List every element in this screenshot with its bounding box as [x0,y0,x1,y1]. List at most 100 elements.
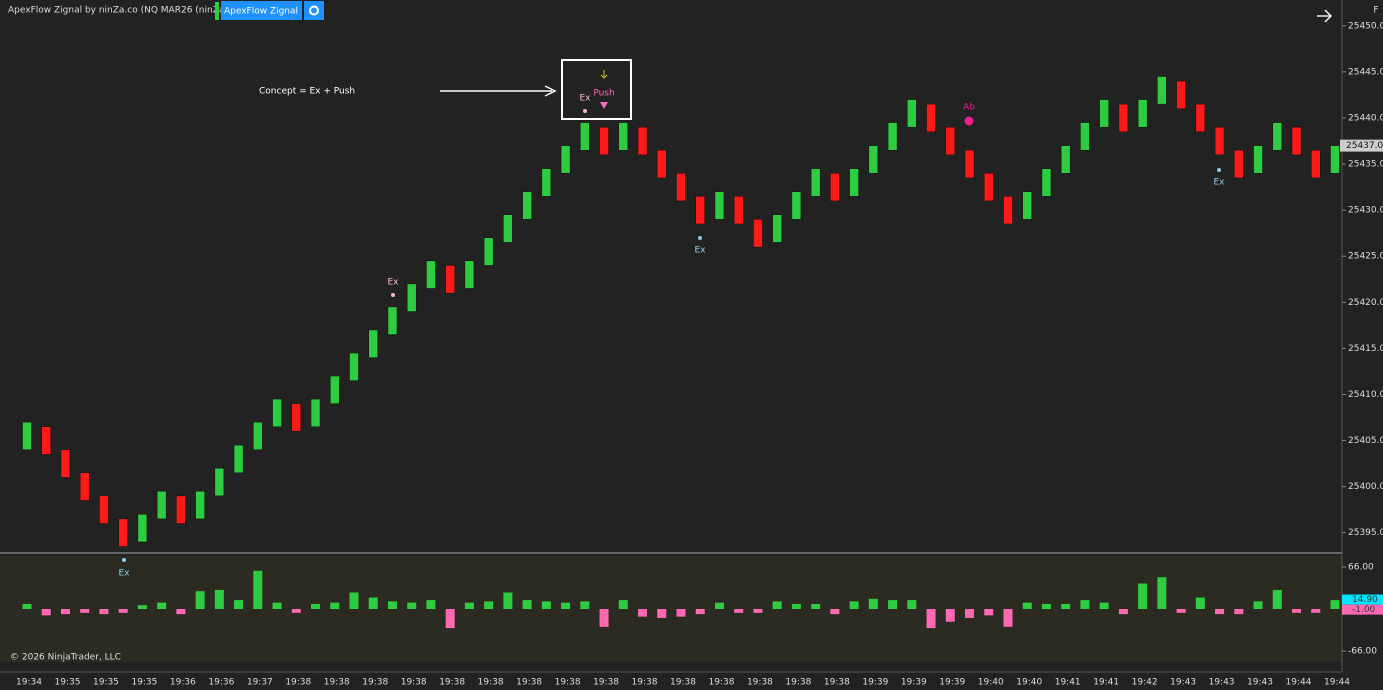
candle [41,426,51,455]
histogram-bar [580,601,590,609]
settings-icon[interactable] [309,5,319,16]
histogram-bar [387,601,397,609]
histogram-bar [311,603,321,609]
x-tick-label: 19:38 [324,678,350,688]
candle [349,352,359,381]
histogram-bar [176,609,186,615]
x-tick-label: 19:39 [901,678,927,688]
x-tick-label: 19:36 [170,678,196,688]
candle [753,219,763,248]
histogram-bar [118,609,128,613]
histogram-bar [157,602,167,609]
x-tick-label: 19:44 [1286,678,1312,688]
candle [810,168,821,197]
histogram-bar [503,592,513,609]
candle [926,103,936,133]
candle [118,518,128,547]
histogram-bar [1099,602,1109,609]
x-tick-label: 19:38 [824,678,850,688]
x-tick-label: 19:37 [247,678,273,688]
signal-dot [122,558,126,562]
histogram-bar [234,600,244,609]
x-tick-label: 19:41 [1093,678,1119,688]
candle [637,126,648,156]
candle [1118,103,1129,133]
x-tick-label: 19:38 [516,678,542,688]
histogram-bar [1157,577,1167,609]
x-tick-label: 19:35 [131,678,157,688]
candle [330,375,340,404]
histogram-bar [195,591,205,609]
histogram-bar [1003,609,1013,627]
highlight-box [561,59,632,120]
candle [137,514,148,543]
x-tick-label: 19:40 [978,678,1004,688]
x-tick-label: 19:38 [670,678,696,688]
x-tick-label: 19:38 [401,678,427,688]
candle [907,99,917,128]
signal-marker [600,102,608,109]
indicator-button[interactable] [221,1,302,20]
x-tick-label: 19:38 [362,678,388,688]
histogram-bar [349,592,359,609]
candle [849,168,859,197]
candle [1003,196,1013,225]
x-tick-label: 19:43 [1247,678,1273,688]
histogram-bar [1080,600,1090,609]
histogram-bar [714,602,724,609]
candle [580,122,590,151]
histogram-bar [291,609,301,613]
x-tick-label: 19:43 [1170,678,1196,688]
histogram-bar [407,602,417,609]
candle [1195,103,1206,133]
x-tick-label: 19:34 [16,678,42,688]
signal-label: Push [593,89,614,99]
candle [79,472,90,501]
histogram-bar [541,601,551,609]
signal-arrow [600,70,608,79]
histogram-bar [657,609,667,618]
histogram-bar [618,600,628,609]
y-tick-label: 25415.00 [1348,344,1383,354]
signal-dot [1217,168,1221,172]
last-price-tag [1340,139,1383,152]
y-tick-label: 25405.00 [1348,436,1383,446]
histogram-bar [445,609,455,629]
histogram-bar [1041,603,1051,609]
candle [695,196,705,225]
y-tick-label: 25430.00 [1348,206,1383,216]
y-tick-label: 25395.00 [1348,528,1383,538]
histogram-bar [99,609,109,615]
header-title: ApexFlow Zignal by ninZa.co (NQ MAR26 (n… [8,6,284,16]
candle [868,145,879,174]
indicator-button-label[interactable]: ApexFlow Zignal [224,7,298,17]
histogram-bar [80,609,90,613]
histogram-bar [753,609,763,613]
arrow-icon[interactable] [1317,9,1333,23]
x-tick-label: 19:44 [1324,678,1350,688]
candle [214,467,225,497]
y-tick-label: 25400.00 [1348,482,1383,492]
candle [195,490,205,520]
histogram-bar [638,609,648,617]
value-tag [1342,594,1383,605]
histogram-bar [1272,589,1282,609]
histogram-bar [1330,600,1340,609]
histogram-bar [561,602,571,609]
signal-dot [964,116,974,126]
signal-dot [583,109,587,113]
candle [445,265,455,294]
candle [60,449,71,478]
candle [1253,145,1263,174]
candle [483,237,494,266]
corner-label: F [1373,6,1378,16]
histogram-bar [1022,602,1032,609]
settings-button[interactable] [304,1,324,20]
signal-label: Ex [118,569,130,579]
histogram-bar [907,600,917,609]
value-tag-label: 14.90 [1352,595,1378,605]
candle [1157,76,1167,105]
candle [1272,122,1283,151]
candle [1022,191,1032,220]
candle [772,214,782,243]
